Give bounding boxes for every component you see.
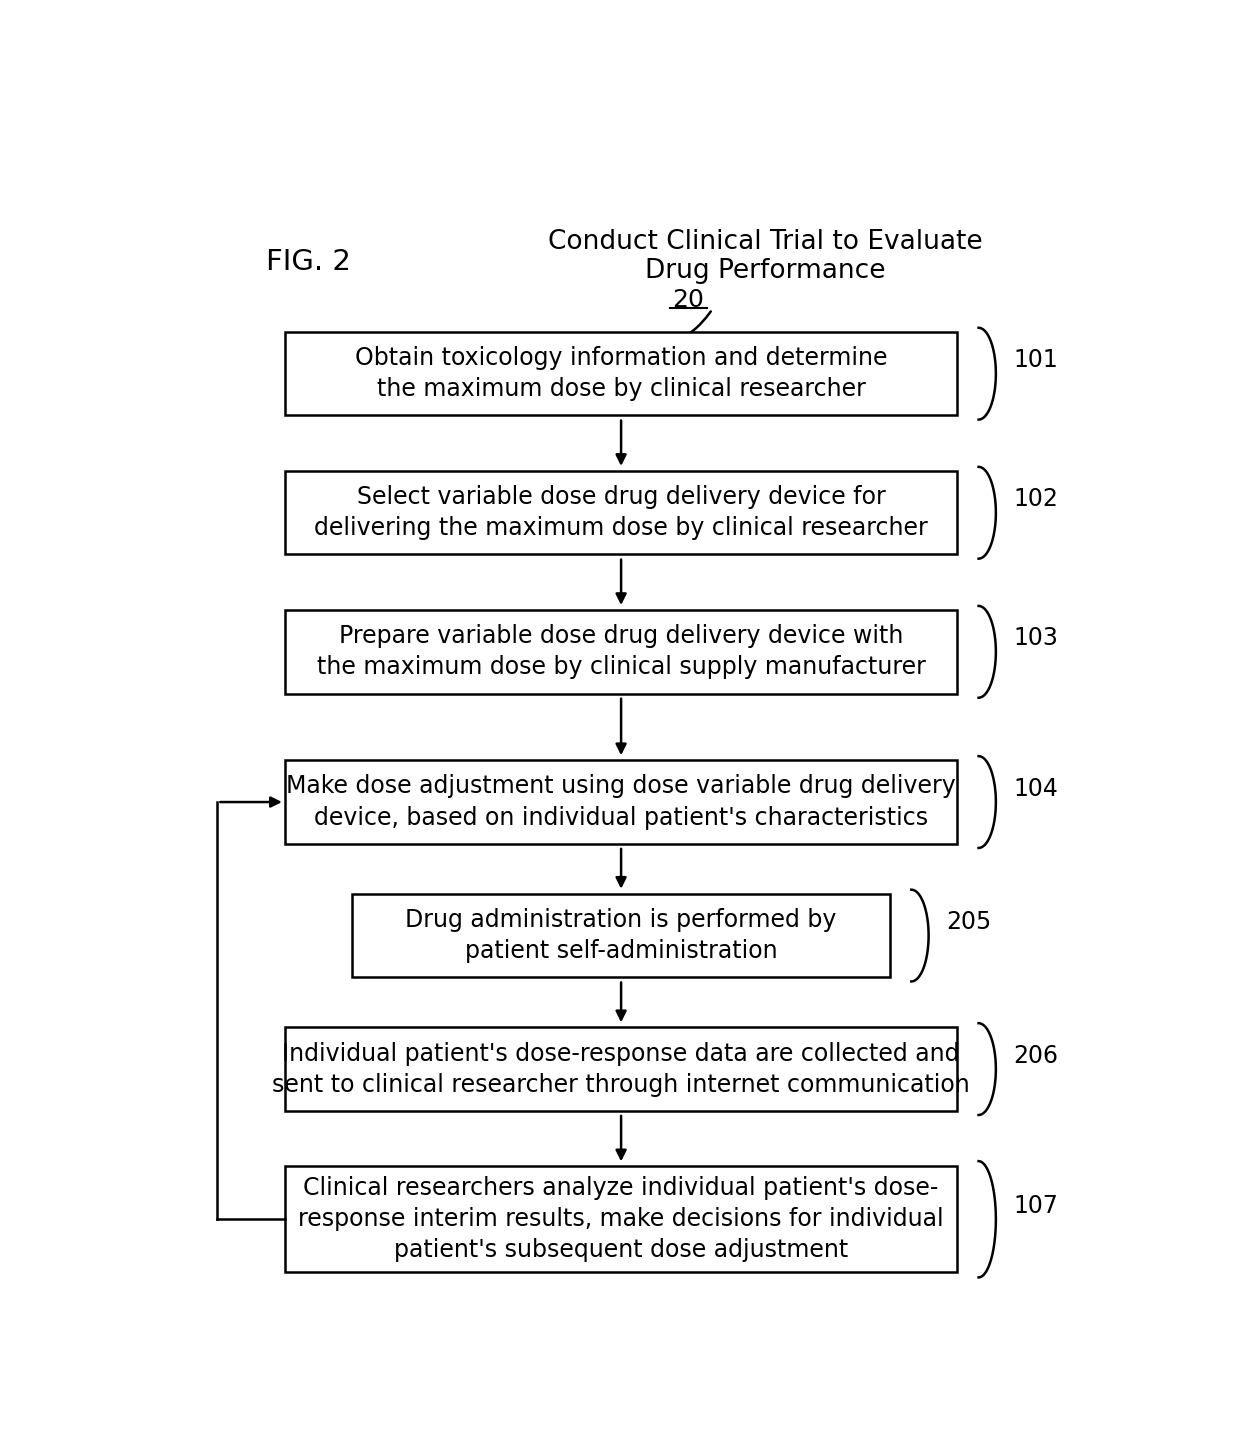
Text: delivering the maximum dose by clinical researcher: delivering the maximum dose by clinical … [314,516,928,540]
FancyBboxPatch shape [285,332,957,415]
Text: Obtain toxicology information and determine: Obtain toxicology information and determ… [355,347,888,370]
Text: 102: 102 [1013,487,1058,512]
Text: the maximum dose by clinical researcher: the maximum dose by clinical researcher [377,377,866,402]
Text: FIG. 2: FIG. 2 [265,249,351,276]
Text: Individual patient's dose-response data are collected and: Individual patient's dose-response data … [283,1042,960,1065]
Text: Select variable dose drug delivery device for: Select variable dose drug delivery devic… [357,486,885,509]
FancyBboxPatch shape [285,610,957,694]
Text: 103: 103 [1013,627,1058,650]
Text: Drug administration is performed by: Drug administration is performed by [405,907,837,932]
Text: the maximum dose by clinical supply manufacturer: the maximum dose by clinical supply manu… [316,656,925,679]
FancyArrowPatch shape [626,312,711,344]
Text: patient's subsequent dose adjustment: patient's subsequent dose adjustment [394,1238,848,1263]
Text: 206: 206 [1013,1043,1058,1068]
Text: 104: 104 [1013,777,1058,801]
FancyBboxPatch shape [285,1166,957,1272]
Text: device, based on individual patient's characteristics: device, based on individual patient's ch… [314,806,929,829]
FancyBboxPatch shape [285,471,957,555]
Text: Clinical researchers analyze individual patient's dose-: Clinical researchers analyze individual … [304,1176,939,1201]
Text: Make dose adjustment using dose variable drug delivery: Make dose adjustment using dose variable… [286,775,956,799]
Text: patient self-administration: patient self-administration [465,939,777,964]
Text: 107: 107 [1013,1194,1058,1218]
Text: response interim results, make decisions for individual: response interim results, make decisions… [299,1207,944,1231]
Text: Drug Performance: Drug Performance [645,259,885,285]
Text: 101: 101 [1013,348,1058,373]
Text: Prepare variable dose drug delivery device with: Prepare variable dose drug delivery devi… [339,624,903,649]
FancyBboxPatch shape [285,1027,957,1111]
Text: Conduct Clinical Trial to Evaluate: Conduct Clinical Trial to Evaluate [548,230,982,256]
Text: 20: 20 [672,288,704,312]
Text: 205: 205 [946,910,991,935]
FancyBboxPatch shape [285,760,957,844]
FancyBboxPatch shape [352,894,890,977]
Text: sent to clinical researcher through internet communication: sent to clinical researcher through inte… [273,1072,970,1097]
